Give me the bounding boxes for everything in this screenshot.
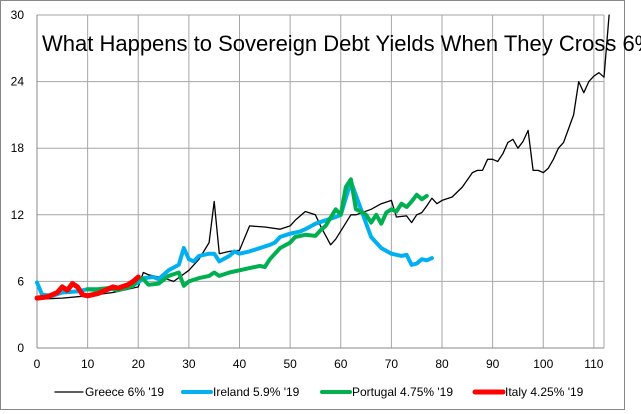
x-tick-label: 90 bbox=[486, 357, 500, 371]
y-tick-label: 6 bbox=[17, 274, 24, 288]
y-tick-label: 18 bbox=[11, 141, 25, 155]
x-tick-label: 110 bbox=[584, 357, 603, 371]
y-tick-label: 0 bbox=[17, 341, 24, 355]
legend-label: Portugal 4.75% '19 bbox=[352, 385, 453, 399]
chart-title: What Happens to Sovereign Debt Yields Wh… bbox=[42, 31, 641, 56]
legend-item: Greece 6% '19 bbox=[54, 385, 164, 399]
legend: Greece 6% '19 Ireland 5.9% '19 Portugal 4.… bbox=[54, 385, 584, 399]
x-tick-label: 100 bbox=[533, 357, 553, 371]
y-tick-label: 24 bbox=[11, 75, 25, 89]
x-tick-label: 50 bbox=[283, 357, 297, 371]
legend-label: Italy 4.25% '19 bbox=[505, 385, 584, 399]
series-line-greece bbox=[36, 14, 610, 300]
series-lines bbox=[34, 14, 610, 301]
series-line-portugal bbox=[85, 177, 429, 293]
series-line-italy bbox=[34, 274, 141, 301]
y-tick-label: 12 bbox=[11, 208, 25, 222]
chart-frame bbox=[0, 0, 625, 410]
grid bbox=[36, 14, 604, 349]
x-tick-label: 10 bbox=[81, 357, 95, 371]
x-tick-label: 20 bbox=[132, 357, 146, 371]
x-tick-label: 30 bbox=[182, 357, 196, 371]
legend-label: Greece 6% '19 bbox=[85, 385, 164, 399]
y-tick-label: 30 bbox=[11, 8, 25, 22]
legend-item: Portugal 4.75% '19 bbox=[320, 385, 453, 399]
x-tick-label: 70 bbox=[385, 357, 399, 371]
legend-label: Ireland 5.9% '19 bbox=[213, 385, 300, 399]
x-tick-label: 40 bbox=[233, 357, 247, 371]
x-tick-label: 60 bbox=[334, 357, 348, 371]
x-tick-label: 0 bbox=[34, 357, 41, 371]
legend-item: Ireland 5.9% '19 bbox=[181, 385, 300, 399]
axes: 0 10 20 30 40 50 60 70 80 90 100 110 0 6 12 18 24 30 bbox=[11, 8, 605, 371]
x-tick-label: 80 bbox=[435, 357, 449, 371]
legend-item: Italy 4.25% '19 bbox=[472, 385, 584, 399]
series-line-ireland bbox=[35, 179, 434, 298]
